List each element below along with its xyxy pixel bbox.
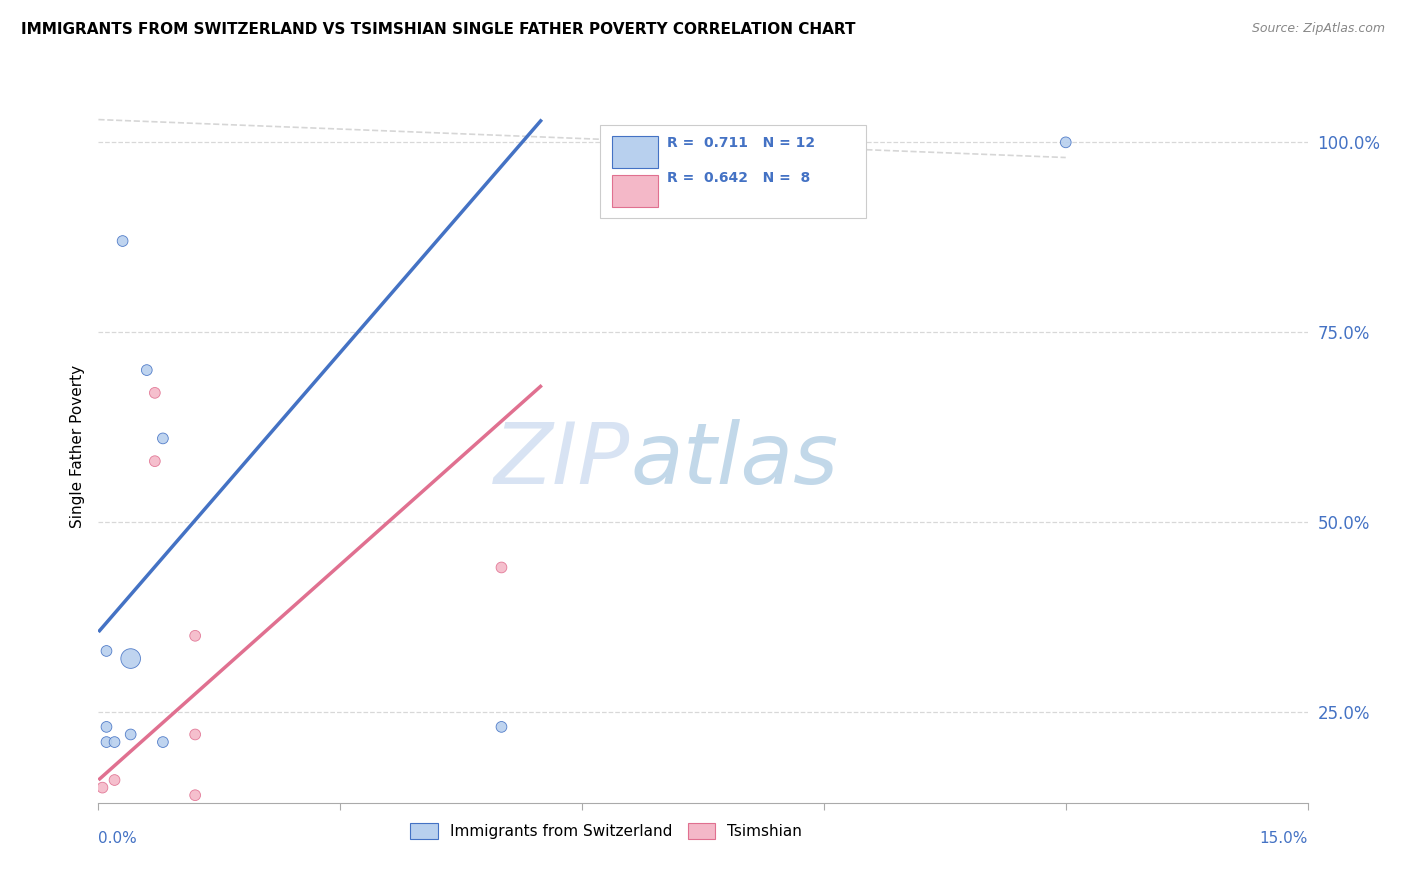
Legend: Immigrants from Switzerland, Tsimshian: Immigrants from Switzerland, Tsimshian (404, 817, 808, 845)
FancyBboxPatch shape (600, 125, 866, 218)
Text: R =  0.642   N =  8: R = 0.642 N = 8 (666, 171, 810, 186)
Point (143, 454, 166, 468)
Point (96, 735, 118, 749)
Point (152, 431, 174, 445)
Point (103, 735, 125, 749)
Point (120, 727, 142, 741)
Point (96, 720, 118, 734)
Point (103, 772, 125, 787)
Y-axis label: Single Father Poverty: Single Father Poverty (69, 365, 84, 527)
Point (96, 644, 118, 658)
Point (135, 363, 157, 377)
Text: atlas: atlas (630, 418, 838, 502)
Text: R =  0.711   N = 12: R = 0.711 N = 12 (666, 136, 815, 150)
Point (1054, 136, 1077, 150)
Point (184, 629, 207, 643)
Text: IMMIGRANTS FROM SWITZERLAND VS TSIMSHIAN SINGLE FATHER POVERTY CORRELATION CHART: IMMIGRANTS FROM SWITZERLAND VS TSIMSHIAN… (21, 22, 856, 37)
FancyBboxPatch shape (613, 175, 658, 207)
Text: ZIP: ZIP (494, 418, 630, 502)
Point (120, 651, 142, 665)
Point (184, 788, 207, 802)
Point (491, 560, 513, 574)
Point (91, 780, 114, 795)
Point (111, 234, 134, 248)
Text: 15.0%: 15.0% (1260, 831, 1308, 847)
Text: Source: ZipAtlas.com: Source: ZipAtlas.com (1251, 22, 1385, 36)
Point (143, 385, 166, 400)
Point (184, 727, 207, 741)
Point (491, 720, 513, 734)
Point (152, 735, 174, 749)
FancyBboxPatch shape (613, 136, 658, 168)
Text: 0.0%: 0.0% (98, 831, 138, 847)
